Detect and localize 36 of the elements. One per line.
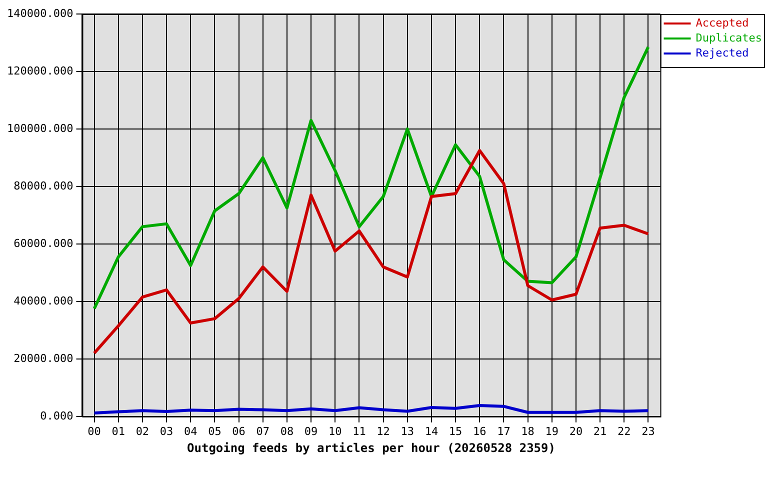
x-tick-label: 08 xyxy=(280,424,294,438)
x-tick-label: 11 xyxy=(352,424,366,438)
x-tick-label: 22 xyxy=(618,424,631,438)
x-tick-label: 07 xyxy=(256,424,270,438)
x-tick-label: 17 xyxy=(497,424,510,438)
x-tick-label: 05 xyxy=(208,424,222,438)
x-tick-label: 15 xyxy=(448,424,462,438)
x-tick-label: 12 xyxy=(376,424,390,438)
x-tick-label: 19 xyxy=(545,424,559,438)
y-tick-label: 80000.000 xyxy=(14,179,74,192)
y-tick-label: 0.000 xyxy=(40,409,74,422)
x-tick-label: 09 xyxy=(304,424,318,438)
x-tick-label: 06 xyxy=(232,424,246,438)
x-tick-label: 00 xyxy=(88,424,101,438)
y-tick-label: 60000.000 xyxy=(14,236,74,250)
legend-label: Duplicates xyxy=(696,31,762,44)
legend-label: Accepted xyxy=(696,16,749,30)
x-tick-label: 10 xyxy=(328,424,342,438)
y-tick-label: 140000.000 xyxy=(6,6,74,20)
y-tick-label: 20000.000 xyxy=(14,352,74,365)
y-tick-label: 100000.000 xyxy=(6,122,74,135)
legend-label: Rejected xyxy=(696,46,749,60)
y-tick-label: 40000.000 xyxy=(14,294,74,308)
x-tick-label: 16 xyxy=(473,424,486,438)
x-tick-label: 20 xyxy=(569,424,583,438)
x-tick-label: 14 xyxy=(424,424,438,438)
x-tick-label: 18 xyxy=(521,424,534,438)
x-tick-label: 23 xyxy=(642,424,655,438)
x-tick-label: 01 xyxy=(112,424,125,438)
y-tick-label: 120000.000 xyxy=(6,64,74,78)
x-tick-label: 13 xyxy=(400,424,414,438)
x-tick-label: 02 xyxy=(136,424,150,438)
x-tick-label: 03 xyxy=(160,424,174,438)
x-tick-label: 21 xyxy=(593,424,607,438)
x-tick-label: 04 xyxy=(184,424,198,438)
x-axis-title: Outgoing feeds by articles per hour (20260528 2359) xyxy=(187,440,556,455)
